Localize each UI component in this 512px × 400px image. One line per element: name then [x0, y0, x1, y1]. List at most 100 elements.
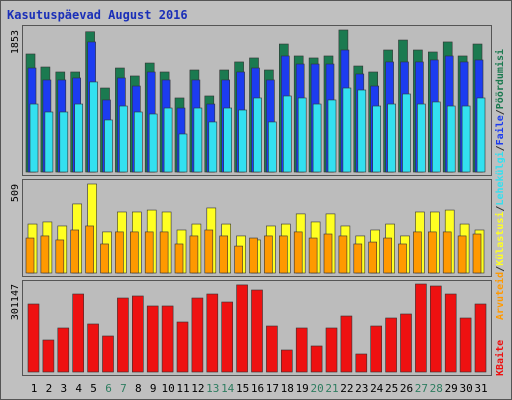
x-tick-label: 16: [251, 382, 264, 395]
legend-item: Külastusi: [494, 212, 506, 266]
legend-separator: /: [495, 206, 506, 212]
x-tick-label: 28: [430, 382, 443, 395]
x-tick-label: 17: [266, 382, 279, 395]
bar: [161, 305, 174, 373]
legend-item: Faile: [494, 115, 506, 145]
y-tick-label: 1853: [10, 30, 21, 54]
bar: [476, 97, 486, 173]
bar: [40, 235, 50, 274]
x-tick-label: 2: [46, 382, 53, 395]
bar: [191, 297, 204, 373]
bar: [249, 237, 258, 274]
legend-separator: /: [495, 109, 506, 115]
bar: [372, 105, 382, 173]
x-tick-label: 3: [60, 382, 67, 395]
bar: [474, 303, 487, 373]
bar: [268, 121, 277, 173]
bar: [223, 107, 232, 173]
x-tick-label: 10: [161, 382, 174, 395]
bar: [130, 231, 139, 274]
x-tick-label: 18: [281, 382, 294, 395]
x-tick-label: 25: [385, 382, 398, 395]
bar: [427, 231, 437, 274]
bar: [251, 289, 263, 373]
bar: [383, 237, 392, 274]
bar: [42, 339, 55, 373]
chart-title: Kasutuspäevad August 2016: [7, 8, 188, 22]
legend-separator: /: [495, 145, 506, 151]
bar: [176, 321, 189, 373]
bar: [134, 111, 143, 173]
bar: [353, 243, 363, 274]
x-tick-label: 15: [236, 382, 249, 395]
bar: [282, 95, 292, 173]
x-tick-label: 11: [176, 382, 189, 395]
legend-item: Arvuteid: [494, 272, 506, 320]
bar: [312, 103, 322, 173]
x-tick-label: 8: [135, 382, 142, 395]
bar: [387, 103, 396, 173]
bar: [370, 325, 383, 373]
bar: [398, 243, 407, 274]
bar: [472, 233, 482, 274]
bar: [429, 285, 442, 373]
bar: [368, 241, 378, 274]
x-tick-label: 1: [31, 382, 38, 395]
bar: [132, 295, 144, 373]
bar: [55, 239, 65, 274]
legend-separator: /: [495, 266, 506, 272]
bar: [208, 121, 218, 173]
y-tick-label: 301147: [10, 284, 21, 320]
x-tick-label: 9: [150, 382, 157, 395]
x-tick-label: 30: [459, 382, 472, 395]
bar: [189, 235, 199, 274]
bar: [70, 229, 79, 274]
bar: [461, 105, 471, 173]
bar: [234, 245, 243, 274]
bar: [193, 107, 203, 173]
bar: [159, 231, 169, 274]
bar: [102, 335, 114, 373]
bar: [117, 297, 129, 373]
x-tick-label: 22: [340, 382, 353, 395]
bar: [72, 293, 84, 373]
bar: [85, 225, 94, 274]
bar: [295, 327, 308, 373]
bar: [87, 323, 99, 373]
bar: [174, 243, 184, 274]
x-tick-label: 12: [191, 382, 204, 395]
x-tick-label: 26: [400, 382, 413, 395]
bar: [357, 89, 367, 173]
x-tick-label: 21: [325, 382, 338, 395]
x-tick-label: 7: [120, 382, 127, 395]
bar: [297, 97, 307, 173]
x-tick-label: 19: [296, 382, 309, 395]
x-tick-label: 13: [206, 382, 219, 395]
bar: [27, 303, 40, 373]
x-tick-label: 27: [415, 382, 428, 395]
bar: [25, 237, 35, 274]
bar: [385, 317, 397, 373]
bar: [355, 353, 368, 373]
bar: [104, 119, 113, 173]
legend-item: Lehekülgi: [494, 151, 506, 205]
bar: [74, 103, 83, 173]
bar: [44, 111, 54, 173]
bar: [308, 237, 318, 274]
bar: [236, 284, 248, 373]
bar: [413, 231, 422, 274]
bar: [310, 345, 323, 373]
bar: [264, 235, 273, 274]
bar: [119, 105, 128, 173]
x-tick-label: 14: [221, 382, 235, 395]
bar: [431, 101, 441, 173]
bar: [459, 317, 472, 373]
bar: [444, 293, 457, 373]
bar: [59, 111, 69, 173]
bar: [402, 93, 411, 173]
bar: [204, 229, 214, 274]
bar: [148, 113, 158, 173]
x-tick-label: 5: [90, 382, 97, 395]
bar: [278, 235, 288, 274]
bar: [342, 87, 352, 173]
